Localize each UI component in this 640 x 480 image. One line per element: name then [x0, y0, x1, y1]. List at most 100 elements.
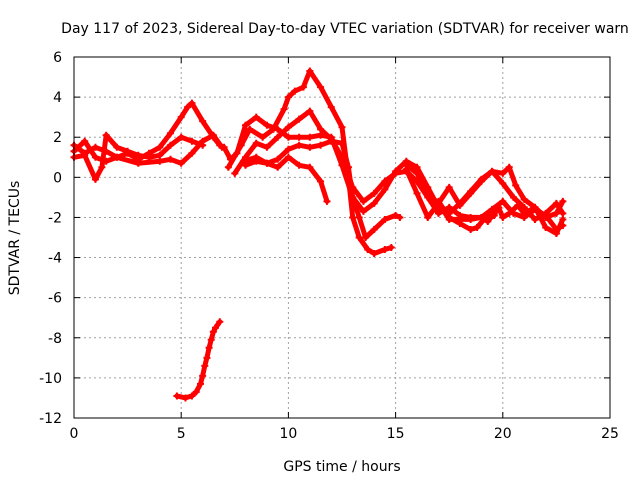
y-tick-label: 0 — [53, 170, 62, 186]
series-trace — [71, 132, 206, 182]
y-tick-label: -10 — [39, 371, 62, 387]
data-point — [274, 163, 282, 171]
data-point — [349, 213, 357, 221]
data-point — [482, 213, 490, 221]
data-point — [274, 155, 282, 163]
data-point — [370, 189, 378, 197]
data-point — [252, 113, 260, 121]
data-point — [284, 93, 292, 101]
data-point — [212, 324, 220, 332]
x-tick-label: 10 — [279, 426, 297, 442]
data-point — [295, 141, 303, 149]
data-point — [98, 163, 106, 171]
data-point — [91, 153, 99, 161]
data-point — [295, 133, 303, 141]
data-point — [559, 197, 567, 205]
data-point — [323, 197, 331, 205]
data-point — [505, 163, 513, 171]
data-point — [124, 147, 132, 155]
data-point — [220, 143, 228, 151]
data-point — [306, 133, 314, 141]
data-point — [370, 225, 378, 233]
data-point — [505, 209, 513, 217]
data-point — [402, 165, 410, 173]
data-point — [263, 121, 271, 129]
data-point — [181, 394, 189, 402]
data-point — [231, 169, 239, 177]
data-point — [317, 125, 325, 133]
tick-layer — [73, 56, 611, 419]
data-point — [291, 87, 299, 95]
data-point — [387, 244, 395, 252]
data-point — [177, 133, 185, 141]
series-trace — [243, 154, 330, 204]
data-point — [559, 209, 567, 217]
y-tick-label: 4 — [53, 90, 62, 106]
data-point — [134, 159, 142, 167]
y-tick-label: 2 — [53, 130, 62, 146]
data-point — [381, 246, 389, 254]
data-point — [552, 199, 560, 207]
x-tick-label: 20 — [494, 426, 512, 442]
data-point — [327, 137, 335, 145]
data-point — [295, 115, 303, 123]
data-point — [156, 143, 164, 151]
data-point — [552, 229, 560, 237]
series-day-11 — [434, 197, 498, 233]
data-point — [392, 211, 400, 219]
data-point — [499, 213, 507, 221]
data-point — [359, 207, 367, 215]
data-point — [177, 113, 185, 121]
data-point — [499, 197, 507, 205]
chart-title: Day 117 of 2023, Sidereal Day-to-day VTE… — [61, 21, 629, 37]
data-point — [184, 103, 192, 111]
data-point — [306, 143, 314, 151]
data-point — [242, 121, 250, 129]
data-point — [456, 201, 464, 209]
data-point — [456, 219, 464, 227]
data-point — [364, 246, 372, 254]
data-point — [237, 141, 245, 149]
data-point — [531, 215, 539, 223]
data-point — [216, 318, 224, 326]
data-point — [274, 133, 282, 141]
series-layer — [70, 67, 567, 402]
data-point — [299, 83, 307, 91]
data-point — [413, 163, 421, 171]
series-day-3 — [70, 131, 207, 183]
data-point — [284, 153, 292, 161]
data-point — [188, 149, 196, 157]
data-point — [134, 151, 142, 159]
data-point — [199, 372, 207, 380]
data-point — [224, 163, 232, 171]
data-point — [445, 183, 453, 191]
data-point — [531, 203, 539, 211]
data-point — [520, 209, 528, 217]
x-axis-label: GPS time / hours — [283, 459, 400, 475]
x-tick-label: 15 — [387, 426, 405, 442]
data-point — [317, 83, 325, 91]
data-point — [370, 199, 378, 207]
data-point — [392, 169, 400, 177]
series-trace — [71, 100, 223, 162]
data-point — [199, 141, 207, 149]
series-day-7 — [239, 137, 404, 241]
data-point — [370, 250, 378, 258]
data-point — [81, 151, 89, 159]
data-point — [445, 213, 453, 221]
data-point — [359, 197, 367, 205]
data-point — [196, 380, 204, 388]
data-point — [338, 139, 346, 147]
data-point — [156, 157, 164, 165]
data-point — [246, 125, 254, 133]
data-point — [338, 123, 346, 131]
data-point — [284, 123, 292, 131]
x-tick-label: 25 — [601, 426, 619, 442]
data-point — [306, 107, 314, 115]
data-point — [166, 155, 174, 163]
data-point — [188, 137, 196, 145]
data-point — [113, 153, 121, 161]
data-point — [512, 181, 520, 189]
